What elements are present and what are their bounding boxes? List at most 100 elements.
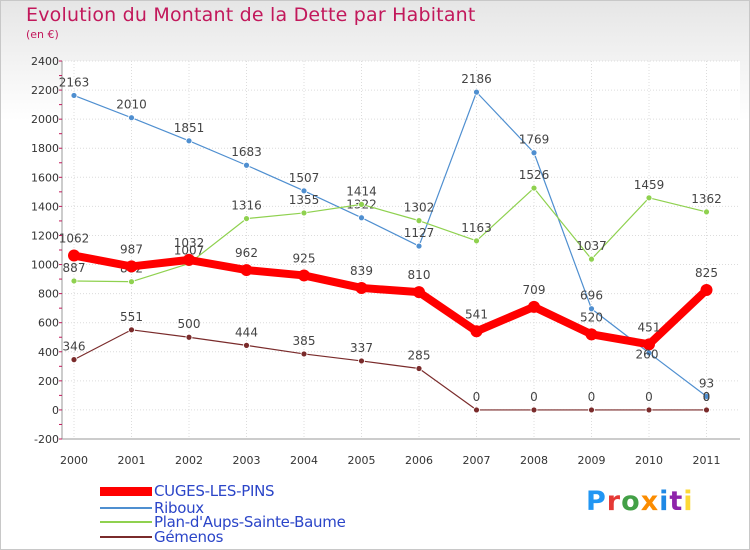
data-point-cuges-les-pins [240,264,253,277]
data-label-plan-d-aups-sainte-baume: 1302 [404,201,435,215]
data-point-plan-d-aups-sainte-baume [415,217,423,225]
data-label-g-menos: 337 [350,341,373,355]
chart-subtitle: (en €) [26,28,59,41]
chart-title: Evolution du Montant de la Dette par Hab… [26,4,476,26]
y-tick-label: 1000 [31,259,59,272]
data-label-g-menos: 0 [588,390,596,404]
data-point-g-menos [415,365,423,372]
y-tick-label: 1600 [31,171,59,184]
data-point-plan-d-aups-sainte-baume [300,209,308,217]
data-label-riboux: 2163 [59,75,90,89]
data-label-riboux: 1127 [404,226,435,240]
data-point-riboux [415,242,423,250]
data-point-riboux [473,88,480,96]
y-tick-label: 1400 [31,200,59,213]
data-label-plan-d-aups-sainte-baume: 1362 [691,192,722,206]
plot-area [62,61,740,439]
data-point-cuges-les-pins [298,269,310,282]
data-point-g-menos [70,356,78,364]
data-point-cuges-les-pins [700,283,713,296]
legend-swatch-cuges [100,487,152,496]
data-label-g-menos: 444 [235,325,258,339]
y-tick-label: 2400 [31,55,59,68]
data-point-cuges-les-pins [643,338,655,351]
data-label-cuges-les-pins: 962 [235,246,258,260]
x-tick-label: 2004 [290,454,318,467]
data-label-plan-d-aups-sainte-baume: 1007 [174,244,205,258]
data-point-riboux [703,393,710,400]
data-label-plan-d-aups-sainte-baume: 887 [63,261,86,275]
data-point-g-menos [588,406,595,414]
data-label-g-menos: 0 [473,390,481,404]
data-label-riboux: 2186 [461,72,492,86]
x-tick-label: 2000 [60,454,88,467]
y-tick-label: -200 [34,433,59,446]
data-point-g-menos [358,357,365,365]
data-point-g-menos [300,350,308,358]
data-label-cuges-les-pins: 451 [638,320,661,334]
proxiti-logo: Proxiti [586,486,694,517]
data-point-riboux [185,137,193,145]
data-point-plan-d-aups-sainte-baume [530,184,538,192]
data-label-g-menos: 346 [63,340,86,354]
logo-letter: i [659,486,670,517]
data-point-cuges-les-pins [413,286,425,299]
data-point-cuges-les-pins [470,325,483,338]
data-label-riboux: 93 [699,376,714,390]
data-label-cuges-les-pins: 987 [120,242,143,256]
data-point-g-menos [128,326,135,334]
x-tick-label: 2010 [635,454,663,467]
data-point-plan-d-aups-sainte-baume [588,255,595,263]
data-label-plan-d-aups-sainte-baume: 1037 [576,239,607,253]
data-label-riboux: 1851 [174,121,205,135]
data-point-g-menos [243,341,250,349]
data-point-plan-d-aups-sainte-baume [703,208,710,216]
data-point-plan-d-aups-sainte-baume [70,277,78,285]
logo-letter: t [669,486,684,517]
x-tick-label: 2002 [175,454,203,467]
logo-letter: o [621,486,641,517]
data-label-cuges-les-pins: 810 [408,268,431,282]
data-label-riboux: 696 [580,289,603,303]
y-tick-label: 600 [38,317,59,330]
series-line-riboux [73,91,708,398]
data-label-g-menos: 500 [178,317,201,331]
data-point-g-menos [473,406,480,414]
data-label-g-menos: 0 [530,390,538,404]
data-point-cuges-les-pins [183,253,195,266]
data-label-cuges-les-pins: 839 [350,264,373,278]
data-label-g-menos: 0 [645,390,653,404]
legend-label-plan-daups: Plan-d'Aups-Sainte-Baume [154,513,346,531]
data-point-riboux [300,187,308,195]
data-point-cuges-les-pins [125,260,138,273]
y-tick-label: 0 [52,404,59,417]
data-point-plan-d-aups-sainte-baume [473,237,480,245]
data-point-g-menos [645,406,653,414]
data-point-cuges-les-pins [585,328,598,341]
data-point-riboux [358,214,365,222]
y-tick-label: 800 [38,288,59,301]
data-point-plan-d-aups-sainte-baume [128,278,135,286]
data-point-cuges-les-pins [528,300,540,313]
data-point-plan-d-aups-sainte-baume [645,194,653,202]
data-label-cuges-les-pins: 709 [523,283,546,297]
data-point-plan-d-aups-sainte-baume [358,200,365,208]
data-label-cuges-les-pins: 541 [465,307,488,321]
data-label-plan-d-aups-sainte-baume: 1526 [519,168,550,182]
series-line-g-menos [73,329,708,411]
logo-letter: P [586,486,607,517]
data-point-cuges-les-pins [355,281,368,294]
x-tick-label: 2007 [463,454,491,467]
logo-letter: r [606,486,622,517]
data-point-plan-d-aups-sainte-baume [243,215,250,222]
data-label-riboux: 2010 [116,98,147,112]
data-label-cuges-les-pins: 925 [293,251,316,265]
data-label-riboux: 1769 [519,133,550,147]
data-point-g-menos [530,406,538,414]
x-tick-label: 2005 [348,454,376,467]
data-label-cuges-les-pins: 520 [580,310,603,324]
y-tick-label: 200 [38,375,59,388]
data-label-cuges-les-pins: 1062 [59,232,90,246]
data-label-plan-d-aups-sainte-baume: 1316 [231,199,262,213]
y-tick-label: 2000 [31,113,59,126]
